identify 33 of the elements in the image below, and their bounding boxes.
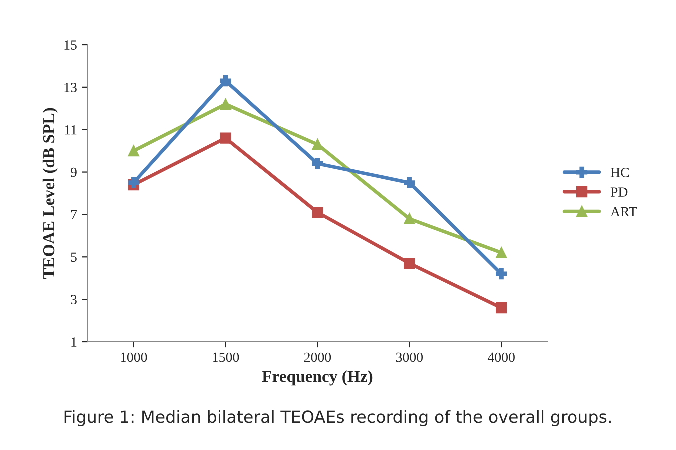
legend-label: PD	[610, 188, 628, 197]
y-tick-label: 1	[72, 338, 77, 347]
point	[404, 213, 416, 225]
point	[404, 177, 416, 188]
point	[220, 98, 232, 110]
point	[312, 139, 324, 150]
y-tick-label: 5	[71, 252, 77, 262]
point	[128, 146, 140, 157]
y-axis-title: TEOAE Level (dB SPL)	[42, 108, 58, 280]
y-tick-label: 9	[70, 168, 77, 178]
point	[496, 247, 508, 258]
x-tick-label: 1000	[121, 352, 148, 362]
legend-label: ART	[610, 207, 638, 217]
x-tick-label: 4000	[488, 352, 515, 362]
point	[404, 258, 416, 270]
caption: Figure 1: Median bilateral TEOAEs recording of the overall groups.	[64, 410, 611, 426]
point	[312, 158, 324, 170]
y-tick-label: 7	[71, 210, 78, 220]
point	[128, 177, 140, 188]
point	[220, 76, 232, 87]
y-tick-label: 13	[64, 83, 77, 92]
legend-label: HC	[610, 168, 630, 178]
y-tick-label: 3	[71, 295, 77, 305]
x-tick-label: 3000	[396, 352, 424, 362]
y-tick-label: 15	[64, 40, 77, 50]
x-tick-label: 1500	[213, 352, 240, 362]
point	[496, 268, 508, 280]
x-tick-label: 2000	[304, 352, 332, 362]
point	[496, 302, 508, 314]
point	[312, 207, 324, 218]
y-tick-label: 11	[65, 126, 77, 135]
x-axis-title: Frequency (Hz)	[262, 370, 373, 386]
point	[220, 132, 232, 144]
